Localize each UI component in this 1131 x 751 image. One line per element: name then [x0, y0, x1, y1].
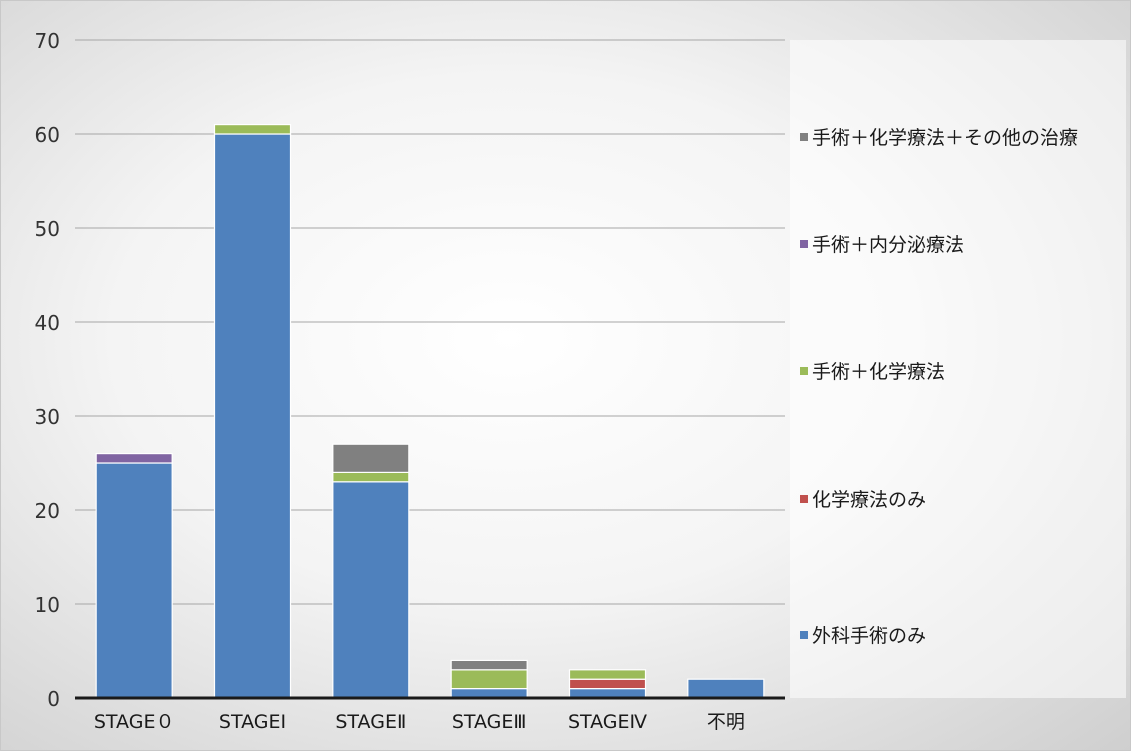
x-tick-label: STAGEⅢ	[452, 711, 527, 733]
bar-segment	[568, 678, 647, 690]
x-axis-ticks: STAGE０ STAGEⅠ STAGEⅡ STAGEⅢ STAGEⅣ 不明	[94, 711, 745, 733]
y-tick-label: 40	[35, 311, 60, 335]
bar-segment	[332, 471, 410, 483]
bar-segment	[450, 669, 528, 690]
x-tick-label: 不明	[707, 711, 745, 733]
legend-item: 外科手術のみ	[800, 621, 926, 648]
x-tick-label: STAGEⅠ	[219, 711, 286, 733]
legend-item: 手術＋化学療法	[800, 357, 945, 384]
legend-item: 手術＋化学療法＋その他の治療	[800, 123, 1078, 150]
legend-label: 化学療法のみ	[812, 489, 927, 511]
y-tick-label: 50	[35, 217, 60, 241]
legend-item: 化学療法のみ	[800, 485, 926, 512]
legend-item: 手術＋内分泌療法	[800, 230, 964, 257]
bar-segment	[332, 443, 410, 474]
legend-label: 手術＋化学療法＋その他の治療	[812, 127, 1079, 149]
bar-segment	[213, 123, 292, 135]
y-axis-ticks: 0 10 20 30 40 50 60 70	[35, 29, 60, 711]
legend-swatch	[800, 132, 808, 141]
bar-segment	[450, 659, 528, 671]
legend-label: 手術＋内分泌療法	[812, 234, 965, 256]
legend-swatch	[800, 494, 808, 503]
bar-segment	[213, 133, 292, 699]
legend-label: 外科手術のみ	[812, 625, 927, 647]
y-tick-label: 30	[35, 405, 60, 429]
bar-segment	[95, 462, 173, 699]
x-tick-label: STAGEⅡ	[335, 711, 406, 733]
x-tick-label: STAGEⅣ	[568, 711, 648, 733]
y-tick-label: 10	[35, 593, 60, 617]
legend-swatch	[800, 630, 808, 639]
bar-segment	[332, 481, 410, 699]
legend-label: 手術＋化学療法	[812, 361, 946, 383]
legend: 手術＋化学療法＋その他の治療 手術＋内分泌療法 手術＋化学療法 化学療法のみ 外科手術の…	[790, 40, 1126, 698]
gridlines	[75, 39, 785, 605]
legend-swatch	[800, 239, 808, 248]
bar-series	[95, 123, 765, 699]
x-tick-label: STAGE０	[94, 711, 175, 733]
bar-segment	[95, 453, 173, 464]
y-tick-label: 0	[47, 687, 60, 711]
y-tick-label: 20	[35, 499, 60, 523]
bar-segment	[568, 669, 647, 680]
legend-swatch	[800, 366, 808, 375]
bar-segment	[687, 678, 765, 699]
y-tick-label: 70	[35, 29, 60, 53]
y-tick-label: 60	[35, 123, 60, 147]
